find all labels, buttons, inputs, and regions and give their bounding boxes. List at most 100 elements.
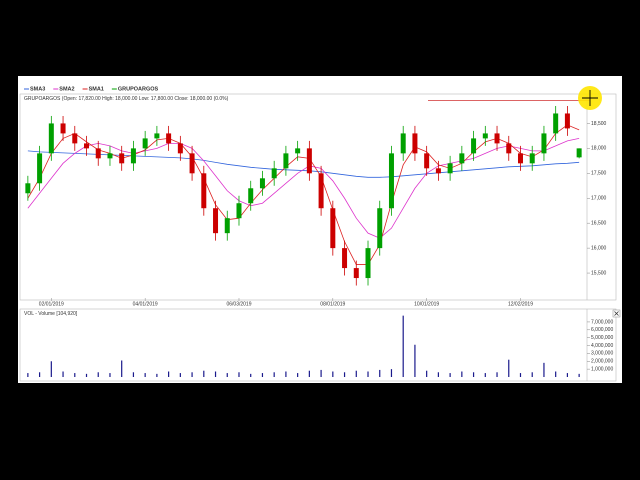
volume-bar [578, 373, 580, 377]
y-tick-label: 16,500 [591, 221, 607, 227]
volume-bar [273, 372, 275, 377]
volume-bar [379, 369, 381, 377]
candle-body [213, 208, 219, 234]
volume-panel [19, 308, 617, 382]
candle-body [154, 133, 160, 139]
y-tick-label: 5,000,000 [591, 335, 613, 341]
candle-body [517, 153, 523, 164]
y-tick-label: 18,500 [591, 121, 607, 127]
moving-average-line [27, 138, 580, 239]
volume-bar [543, 362, 545, 377]
x-tick-label: 02/01/2019 [39, 301, 64, 307]
legend-label: SMA3 [30, 86, 45, 92]
close-button[interactable] [612, 309, 621, 318]
volume-bar [555, 371, 557, 377]
candle-body [306, 148, 312, 174]
volume-bar [426, 370, 428, 377]
candle-body [177, 143, 183, 154]
candle-body [224, 218, 230, 234]
candle-body [365, 248, 371, 279]
candle-body [377, 208, 383, 249]
candle-body [541, 133, 547, 154]
legend-label: SMA1 [89, 86, 104, 92]
candle-body [84, 143, 90, 149]
crosshair-cursor [582, 90, 598, 106]
volume-bar [50, 361, 52, 377]
volume-bar [437, 372, 439, 377]
volume-bar [179, 373, 181, 377]
volume-bar [85, 373, 88, 377]
volume-bar [238, 372, 240, 377]
volume-bar [308, 370, 310, 377]
candle-body [271, 168, 277, 179]
x-tick-label: 08/01/2019 [320, 301, 345, 307]
volume-bar [109, 373, 111, 377]
candle-body [494, 133, 500, 144]
candle-body [283, 153, 289, 169]
volume-bar [402, 315, 404, 377]
candle-body [353, 268, 359, 279]
volume-bar [132, 372, 135, 377]
volume-bar [496, 372, 498, 377]
volume-bar [261, 373, 264, 377]
candle-body [553, 113, 559, 134]
volume-bar [461, 371, 463, 377]
candle-body [259, 178, 265, 189]
volume-bar [449, 373, 451, 377]
candle-body [447, 163, 453, 174]
volume-bar [367, 371, 369, 377]
y-tick-label: 16,000 [591, 245, 607, 251]
volume-bar [226, 373, 228, 377]
candle-body [142, 138, 148, 149]
volume-bar [297, 373, 299, 377]
volume-bar [27, 373, 29, 377]
y-tick-label: 17,000 [591, 196, 607, 202]
candle-body [506, 143, 512, 154]
candle-body [130, 148, 136, 164]
volume-bar [472, 372, 475, 377]
x-tick-label: 04/01/2019 [133, 301, 158, 307]
volume-bar [38, 372, 41, 377]
candle-body [119, 153, 125, 164]
y-tick-label: 17,500 [591, 171, 607, 177]
candle-body [189, 153, 195, 174]
volume-bar [62, 371, 64, 377]
candle-body [248, 188, 254, 204]
candle-body [295, 148, 301, 154]
volume-bar [156, 373, 158, 377]
volume-bar [508, 359, 510, 377]
candle-body [201, 173, 207, 209]
y-tick-label: 4,000,000 [591, 343, 613, 349]
close-icon[interactable] [614, 311, 619, 316]
x-tick-label: 06/03/2019 [226, 301, 251, 307]
candle-body [95, 148, 101, 159]
candle-body [25, 183, 31, 194]
volume-bar [214, 371, 217, 377]
volume-bar [168, 371, 170, 377]
volume-bar [519, 373, 522, 377]
candle-body [107, 153, 113, 159]
volume-bar [414, 344, 416, 377]
volume-bar [531, 372, 533, 377]
candle-body [400, 133, 406, 154]
legend: SMA3 SMA2 SMA1 GRUPOARGOS [24, 86, 159, 92]
legend-label: GRUPOARGOS [118, 86, 159, 92]
candle-body [564, 113, 570, 129]
y-tick-label: 1,000,000 [591, 366, 613, 372]
volume-bar [74, 373, 76, 377]
volume-bar [144, 373, 146, 377]
x-tick-label: 10/01/2019 [414, 301, 439, 307]
candle-body [435, 168, 441, 174]
candle-body [72, 133, 78, 144]
candle-body [166, 133, 172, 144]
candle-body [471, 138, 477, 154]
y-tick-label: 18,000 [591, 146, 607, 152]
volume-bar [343, 372, 346, 377]
volume-bar [355, 370, 357, 377]
volume-bar [191, 372, 193, 377]
candle-body [459, 153, 465, 164]
candle-body [342, 248, 348, 269]
candle-body [576, 148, 582, 158]
